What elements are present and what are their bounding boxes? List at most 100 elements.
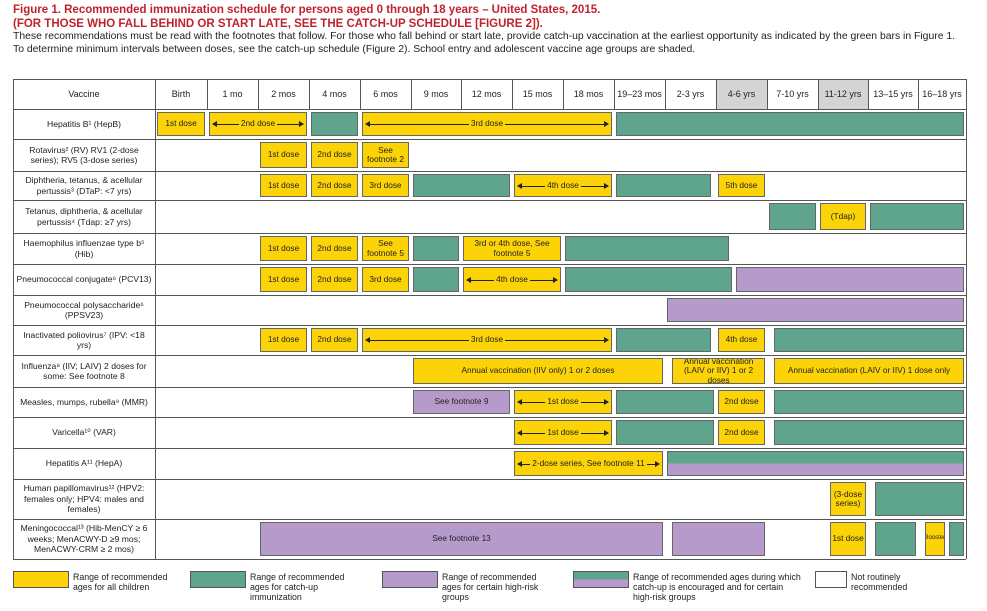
bar-label: 1st dose [267,334,300,345]
grid-col-line [868,79,869,109]
grid-col-line [258,79,259,109]
schedule-bar-catch-up [616,420,714,445]
bar-label: 2nd dose [724,396,759,407]
grid-row-line [13,355,966,356]
bar-label: Booster [924,535,945,542]
schedule-bar-recommended: 3rd dose [362,328,612,352]
grid-row-line [13,417,966,418]
column-header-19-23-mos: 19–23 mos [617,88,662,99]
column-header-birth: Birth [171,88,191,99]
arrow-left-icon [517,460,522,467]
schedule-bar-recommended: 1st dose [260,328,307,352]
bar-label: 4th dose [545,179,581,191]
row-label: Pneumococcal conjugate⁶ (PCV13) [16,274,152,285]
bar-label: 2nd dose [238,118,278,129]
bar-label: 3rd dose [369,179,402,190]
arrow-right-icon [604,182,609,189]
bar-label: See footnote 13 [432,533,491,544]
schedule-bar-recommended: Annual vaccination (LAIV or IIV) 1 dose … [774,358,964,384]
legend-text: Not routinely recommended [851,572,908,592]
arrow-right-icon [655,460,660,467]
schedule-bar-recommended: 1st dose [157,112,205,136]
legend-text: Range of recommended ages for all childr… [73,572,168,592]
row-label: Hepatitis A¹¹ (HepA) [45,458,123,469]
schedule-bar-recommended: Annual vaccination (LAIV or IIV) 1 or 2 … [672,358,765,384]
column-header-12-mos: 12 mos [471,88,502,99]
arrow-right-icon [299,121,304,127]
grid-row-line [13,109,966,110]
schedule-bar-recommended: 2nd dose [311,236,358,261]
column-header-11-12-yrs: 11-12 yrs [824,88,862,99]
legend-text: Range of recommended ages for certain hi… [442,572,539,602]
grid-row-line [13,295,966,296]
schedule-bar-catch-up [875,522,916,556]
grid-col-line [966,79,967,559]
grid-col-line [13,79,14,559]
bar-label: 3rd dose [468,118,506,129]
arrow-left-icon [212,121,217,127]
legend-item: Not routinely recommended [815,571,921,592]
schedule-bar-recommended: 1st dose [514,420,612,445]
row-label: Haemophilus influenzae type b⁵ (Hib) [23,238,145,259]
grid-col-line [207,79,208,109]
schedule-bar-recommended: 2nd dose [718,390,765,414]
schedule-bar-recommended: 2nd dose [311,142,358,168]
row-label: Tetanus, diphtheria, & acellular pertuss… [25,206,143,227]
schedule-bar-recommended: Booster [924,522,945,556]
grid-col-line [461,79,462,109]
legend-swatch [190,571,246,588]
schedule-bar-catch-up [774,390,964,414]
schedule-bar-recommended: 1st dose [260,267,307,292]
grid-col-line [818,79,819,109]
bar-label: 3rd dose [468,334,506,345]
bar-label: 1st dose [545,426,581,438]
schedule-bar-recommended: 1st dose [830,522,866,556]
schedule-bar-recommended: (Tdap) [820,203,866,230]
grid-col-line [411,79,412,109]
grid-row-line [13,264,966,265]
bar-label: See footnote 2 [367,144,404,164]
arrow-left-icon [365,121,370,127]
schedule-bar-recommended: 3rd dose [362,174,409,197]
schedule-bar-recommended: 4th dose [514,174,612,197]
schedule-bar-catch-up-high-risk [667,451,964,476]
legend-text: Range of recommended ages during which c… [633,572,801,602]
bar-label: 2nd dose [317,273,352,284]
schedule-bar-catch-up [769,203,816,230]
catchup-note: (FOR THOSE WHO FALL BEHIND OR START LATE… [13,18,543,30]
arrow-right-icon [604,399,609,405]
column-header-4-mos: 4 mos [322,88,347,99]
schedule-bar-catch-up [875,482,964,516]
bar-label: 2nd dose [317,149,352,160]
bar-label: Annual vaccination (IIV only) 1 or 2 dos… [461,365,615,376]
column-header-7-10-yrs: 7-10 yrs [776,88,809,99]
arrow-left-icon [517,182,522,189]
schedule-bar-high-risk: See footnote 13 [260,522,663,556]
schedule-bar-recommended: 2nd dose [311,174,358,197]
intro-note-1: These recommendations must be read with … [13,31,956,42]
row-label: Measles, mumps, rubella⁹ (MMR) [20,396,148,407]
schedule-bar-catch-up [616,174,712,197]
column-header-13-15-yrs: 13–15 yrs [873,88,913,99]
row-label: Human papillomavirus¹² (HPV2: females on… [23,483,145,515]
grid-row-line [13,559,966,560]
schedule-bar-high-risk [667,298,964,322]
schedule-bar-recommended: 5th dose [718,174,765,197]
legend-item: Range of recommended ages for certain hi… [382,571,552,602]
grid-row-line [13,519,966,520]
legend-swatch [815,571,847,588]
row-label: Pneumococcal polysaccharide⁶ (PPSV23) [24,299,144,321]
arrow-left-icon [517,399,522,405]
legend-text: Range of recommended ages for catch-up i… [250,572,345,602]
schedule-bar-catch-up [565,236,730,261]
figure-title: Figure 1. Recommended immunization sched… [13,4,601,16]
bar-label: 2nd dose [317,334,352,345]
schedule-bar-recommended: Annual vaccination (IIV only) 1 or 2 dos… [413,358,663,384]
grid-row-line [13,325,966,326]
row-label: Inactivated poliovirus⁷ (IPV: <18 yrs) [23,329,145,351]
schedule-bar-recommended: 1st dose [514,390,612,414]
schedule-bar-recommended: 2nd dose [311,328,358,352]
schedule-bar-recommended: (3-dose series) [830,482,866,516]
bar-label: (3-dose series) [833,488,863,508]
column-header-18-mos: 18 mos [573,88,604,99]
